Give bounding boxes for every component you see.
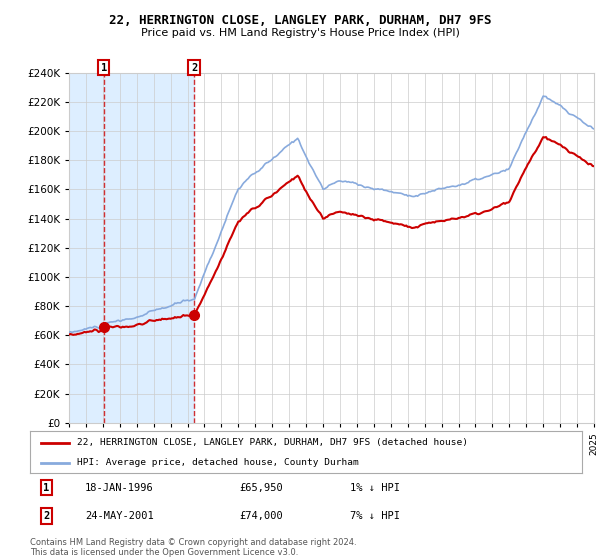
Text: HPI: Average price, detached house, County Durham: HPI: Average price, detached house, Coun… xyxy=(77,458,359,467)
Text: 7% ↓ HPI: 7% ↓ HPI xyxy=(350,511,400,521)
Text: 1: 1 xyxy=(43,483,50,493)
Text: £65,950: £65,950 xyxy=(240,483,284,493)
Text: 22, HERRINGTON CLOSE, LANGLEY PARK, DURHAM, DH7 9FS: 22, HERRINGTON CLOSE, LANGLEY PARK, DURH… xyxy=(109,14,491,27)
Text: 22, HERRINGTON CLOSE, LANGLEY PARK, DURHAM, DH7 9FS (detached house): 22, HERRINGTON CLOSE, LANGLEY PARK, DURH… xyxy=(77,438,468,447)
Text: 24-MAY-2001: 24-MAY-2001 xyxy=(85,511,154,521)
Text: Price paid vs. HM Land Registry's House Price Index (HPI): Price paid vs. HM Land Registry's House … xyxy=(140,28,460,38)
Text: 2: 2 xyxy=(191,63,197,73)
Text: 18-JAN-1996: 18-JAN-1996 xyxy=(85,483,154,493)
Bar xyxy=(69,73,194,423)
Text: £74,000: £74,000 xyxy=(240,511,284,521)
Text: Contains HM Land Registry data © Crown copyright and database right 2024.
This d: Contains HM Land Registry data © Crown c… xyxy=(30,538,356,557)
Text: 1% ↓ HPI: 1% ↓ HPI xyxy=(350,483,400,493)
Text: 1: 1 xyxy=(101,63,107,73)
Text: 2: 2 xyxy=(43,511,50,521)
